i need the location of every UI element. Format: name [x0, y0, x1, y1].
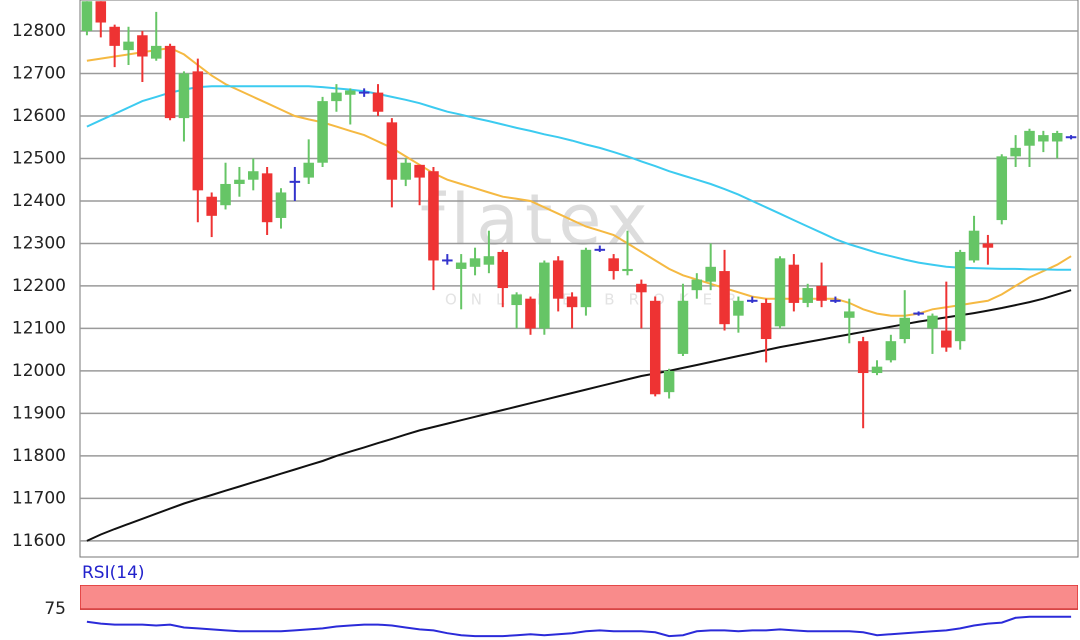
candle-body — [137, 35, 148, 57]
candle-body — [345, 90, 356, 95]
candle-body — [1065, 136, 1077, 139]
candle-body — [428, 171, 439, 261]
candle-body — [968, 230, 980, 261]
candle-body — [871, 366, 883, 374]
rsi-line — [86, 615, 1072, 638]
rsi-panel — [80, 585, 1078, 638]
watermark: flatex — [420, 179, 654, 261]
candle-body — [455, 262, 467, 269]
rsi-title: RSI(14) — [82, 563, 145, 583]
candle-body — [677, 300, 689, 354]
candle-body — [192, 71, 204, 191]
candle-body — [164, 45, 176, 119]
candle-body — [954, 251, 966, 342]
candle-body — [483, 256, 495, 265]
candle-body — [442, 259, 453, 262]
candle-body — [594, 248, 606, 251]
price-panel — [80, 1, 1078, 542]
candle-body — [636, 283, 647, 293]
candle-body — [1024, 130, 1035, 146]
candle-body — [691, 279, 703, 291]
candle-body — [1010, 147, 1021, 157]
candle-body — [705, 266, 716, 282]
candle-body — [525, 298, 536, 329]
candle-body — [247, 171, 259, 180]
candle-body — [358, 91, 370, 94]
candle-body — [733, 300, 744, 316]
candle-body — [261, 173, 273, 223]
candle-body — [885, 341, 897, 361]
y-tick-label: 11700 — [12, 488, 66, 508]
candle-body — [830, 299, 841, 302]
moving-average — [86, 85, 1072, 271]
candle-body — [857, 341, 869, 374]
candle-body — [580, 249, 592, 308]
y-tick-label: 12800 — [12, 21, 66, 41]
candle-body — [317, 101, 328, 163]
candle-body — [303, 162, 314, 178]
plot-area — [79, 0, 1079, 558]
watermark-sub: ONLINE BROKER — [445, 291, 751, 309]
candle-body — [234, 179, 245, 184]
y-tick-label: 75 — [44, 599, 66, 619]
candle-body — [774, 258, 786, 327]
moving-average — [86, 46, 1072, 317]
y-tick-label: 12300 — [12, 233, 66, 253]
candle-body — [1051, 132, 1063, 142]
candle-body — [816, 285, 827, 301]
overbought-band — [80, 585, 1078, 610]
y-tick-label: 12700 — [12, 64, 66, 84]
candle-body — [289, 180, 301, 183]
candle-body — [1038, 135, 1049, 142]
candle-body — [927, 315, 938, 329]
y-tick-label: 12400 — [12, 191, 66, 211]
candle-body — [511, 294, 522, 306]
candle-body — [746, 299, 758, 302]
y-tick-label: 11600 — [12, 531, 66, 551]
candle-body — [372, 92, 384, 112]
y-tick-label: 11900 — [12, 403, 66, 423]
candle-body — [497, 251, 509, 289]
candle-body — [414, 164, 425, 178]
candle-body — [649, 300, 661, 395]
candle-body — [552, 260, 564, 299]
candle-body — [109, 26, 120, 46]
candle-body — [663, 370, 675, 393]
candle-body — [178, 73, 190, 119]
candle-body — [622, 268, 633, 272]
candle-body — [996, 156, 1008, 221]
candle-body — [123, 41, 134, 51]
candle-body — [608, 258, 619, 272]
candle-body — [469, 258, 481, 267]
candle-body — [566, 296, 578, 308]
candle-body — [539, 262, 550, 329]
y-tick-label: 12000 — [12, 361, 66, 381]
y-tick-label: 12200 — [12, 276, 66, 296]
candle-body — [331, 92, 342, 102]
candle-body — [913, 312, 924, 315]
y-tick-label: 12600 — [12, 106, 66, 126]
axis-labels: 11600 11700 11800 11900 12000 12100 12200 12300… — [12, 21, 66, 619]
candle-body — [386, 122, 398, 180]
y-tick-label: 12100 — [12, 318, 66, 338]
candle-body — [844, 311, 855, 318]
candle-body — [802, 288, 813, 303]
candle-body — [150, 45, 162, 59]
candle-body — [81, 1, 93, 32]
candle-body — [982, 243, 994, 248]
candle-body — [275, 192, 287, 218]
y-tick-label: 11800 — [12, 446, 66, 466]
y-tick-label: 12500 — [12, 148, 66, 168]
candle-body — [206, 196, 217, 216]
candle-body — [400, 162, 412, 180]
candle-body — [788, 264, 800, 303]
candle-body — [95, 1, 107, 23]
candle-body — [899, 317, 911, 340]
candle-body — [719, 271, 730, 325]
candle-body — [220, 183, 231, 206]
candle-body — [760, 302, 772, 340]
candle-body — [941, 330, 952, 348]
